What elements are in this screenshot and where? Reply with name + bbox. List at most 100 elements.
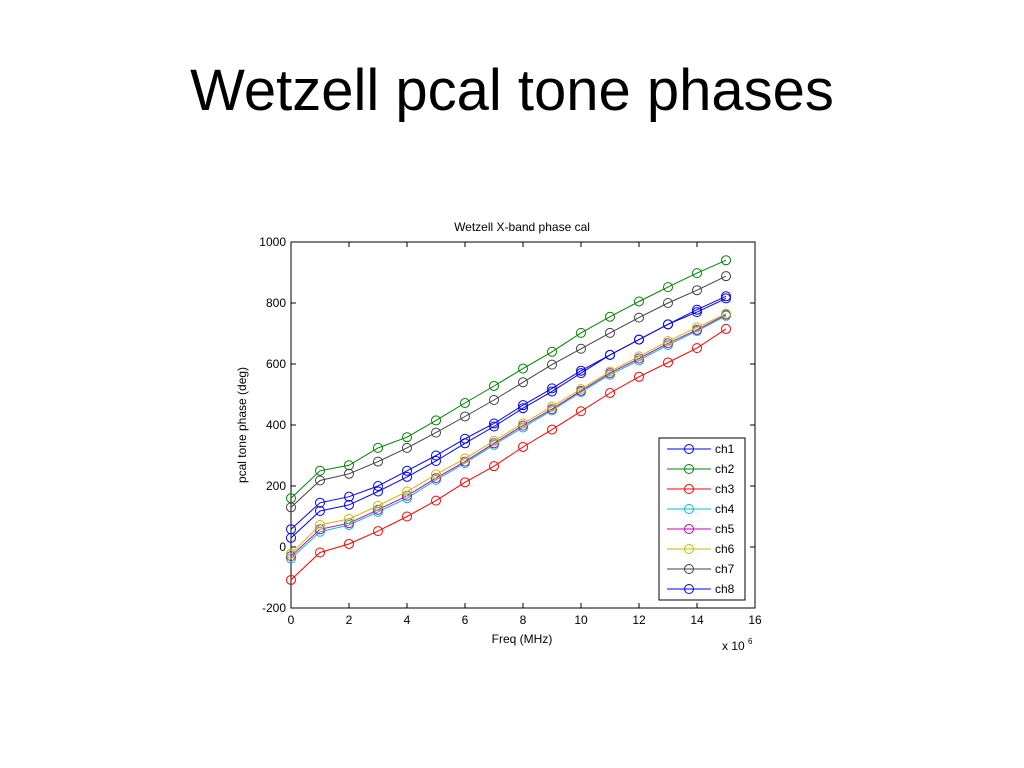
data-point [721, 271, 731, 282]
legend-item-ch8: ch8 [667, 582, 735, 596]
data-point [286, 548, 296, 559]
legend-label: ch1 [715, 442, 735, 456]
series-line [290, 259, 727, 499]
data-point [605, 387, 615, 398]
data-point [315, 506, 325, 517]
legend-label: ch8 [715, 582, 735, 596]
data-point [576, 406, 586, 417]
data-point [518, 363, 528, 374]
data-point [634, 371, 644, 382]
data-point [373, 500, 383, 511]
data-point [315, 526, 325, 537]
y-tick-label: 400 [266, 418, 286, 432]
data-point [692, 343, 702, 354]
data-point [489, 435, 499, 446]
series-layer [286, 255, 731, 585]
data-point [721, 293, 731, 304]
data-point [431, 495, 441, 506]
series-ch2 [286, 255, 731, 504]
y-tick-label: 800 [266, 296, 286, 310]
data-point [547, 346, 557, 357]
legend-marker [684, 504, 694, 514]
x-tick-label: 2 [346, 613, 353, 627]
data-point [431, 450, 441, 461]
legend-item-ch1: ch1 [667, 442, 735, 456]
x-tick-label: 10 [574, 613, 588, 627]
data-point [605, 311, 615, 322]
data-point [402, 465, 412, 476]
data-point [460, 438, 470, 449]
data-point [344, 491, 354, 502]
legend-item-ch4: ch4 [667, 502, 735, 516]
data-point [721, 323, 731, 334]
data-point [663, 319, 673, 330]
data-point [373, 486, 383, 497]
legend-label: ch2 [715, 462, 735, 476]
data-point [547, 386, 557, 397]
data-point [576, 368, 586, 379]
data-point [634, 351, 644, 362]
data-point [402, 442, 412, 453]
data-point [518, 441, 528, 452]
data-point [460, 453, 470, 464]
x-tick-label: 12 [632, 613, 646, 627]
data-point [373, 526, 383, 537]
data-point [315, 475, 325, 486]
data-point [344, 538, 354, 549]
data-point [634, 334, 644, 345]
data-point [344, 468, 354, 479]
data-point [489, 421, 499, 432]
data-point [518, 418, 528, 429]
x-axis-multiplier-base: x 10 [722, 639, 745, 653]
x-axis-multiplier-exponent: 6 [748, 637, 753, 646]
x-tick-label: 4 [404, 613, 411, 627]
series-ch6 [286, 308, 731, 559]
data-point [663, 298, 673, 308]
data-point [576, 343, 586, 354]
series-line [290, 297, 727, 539]
y-tick-label: 1000 [259, 235, 286, 249]
data-point [315, 520, 325, 531]
data-point [286, 553, 296, 564]
data-point [460, 477, 470, 488]
legend-marker [684, 464, 694, 474]
legend-marker [684, 584, 694, 594]
data-point [518, 403, 528, 414]
data-point [373, 481, 383, 491]
data-point [605, 349, 615, 360]
data-point [663, 282, 673, 293]
y-tick-label: 600 [266, 357, 286, 371]
data-point [431, 427, 441, 438]
slide-title: Wetzell pcal tone phases [190, 58, 834, 123]
data-point [576, 384, 586, 395]
legend-marker [684, 544, 694, 554]
data-point [431, 473, 441, 484]
y-tick-label: -200 [262, 601, 286, 615]
y-tick-label: 0 [279, 540, 286, 554]
x-axis-multiplier: x 10 6 [722, 637, 753, 653]
data-point [692, 322, 702, 333]
y-tick-label: 200 [266, 479, 286, 493]
data-point [431, 415, 441, 426]
data-point [402, 471, 412, 482]
data-point [286, 574, 296, 585]
data-point [547, 359, 557, 370]
data-point [663, 336, 673, 347]
legend-label: ch4 [715, 502, 735, 516]
data-point [460, 411, 470, 422]
data-point [315, 547, 325, 558]
data-point [489, 380, 499, 391]
data-point [605, 327, 615, 338]
legend-label: ch7 [715, 562, 735, 576]
legend-marker [684, 524, 694, 534]
legend: ch1 ch2 ch3 ch4 ch5 ch6 ch7 ch8 [658, 437, 746, 601]
series-line [290, 314, 727, 557]
data-point [402, 511, 412, 522]
data-point [634, 296, 644, 307]
data-point [489, 461, 499, 472]
legend-marker [684, 484, 694, 494]
data-point [547, 424, 557, 435]
data-point [431, 469, 441, 480]
data-point [286, 502, 296, 513]
